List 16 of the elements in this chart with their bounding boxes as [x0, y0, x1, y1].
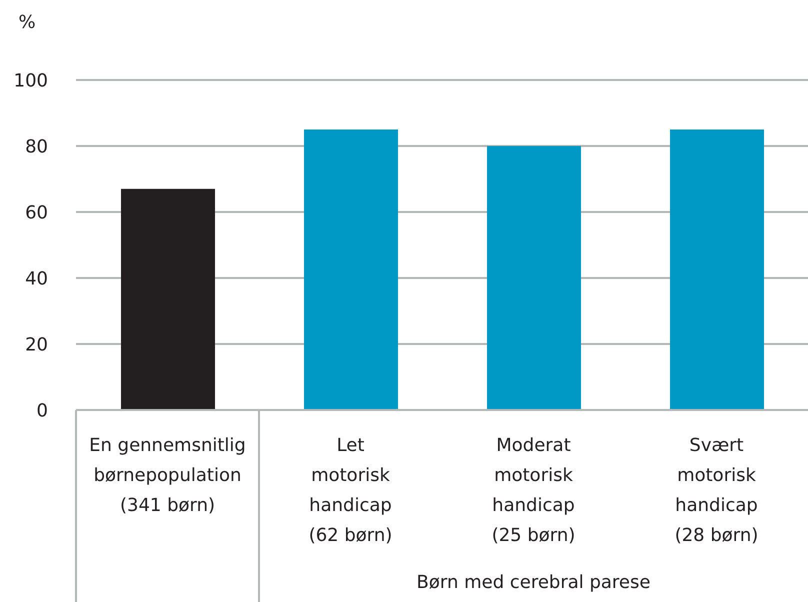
y-tick-label: 100 — [14, 70, 48, 92]
y-tick-label: 60 — [25, 202, 48, 224]
bar — [670, 130, 764, 410]
y-tick-label: 40 — [25, 268, 48, 290]
text: Børn med cerebral parese — [416, 572, 650, 593]
x-tick-label: Moderat motorisk handicap (25 børn) — [492, 435, 576, 546]
y-tick-label: 80 — [25, 136, 48, 158]
x-tick-label: Svært motorisk handicap (28 børn) — [674, 435, 758, 546]
y-tick-label: 0 — [36, 400, 48, 422]
x-tick-label: Let motorisk handicap (62 børn) — [308, 435, 392, 546]
y-tick-label: 20 — [25, 334, 48, 356]
bar — [304, 130, 398, 410]
bar — [121, 188, 215, 410]
x-tick-label: En gennemsnitlig børnepopulation (341 børn) — [89, 435, 246, 516]
bar — [487, 146, 581, 410]
y-axis-title: % — [18, 12, 36, 33]
